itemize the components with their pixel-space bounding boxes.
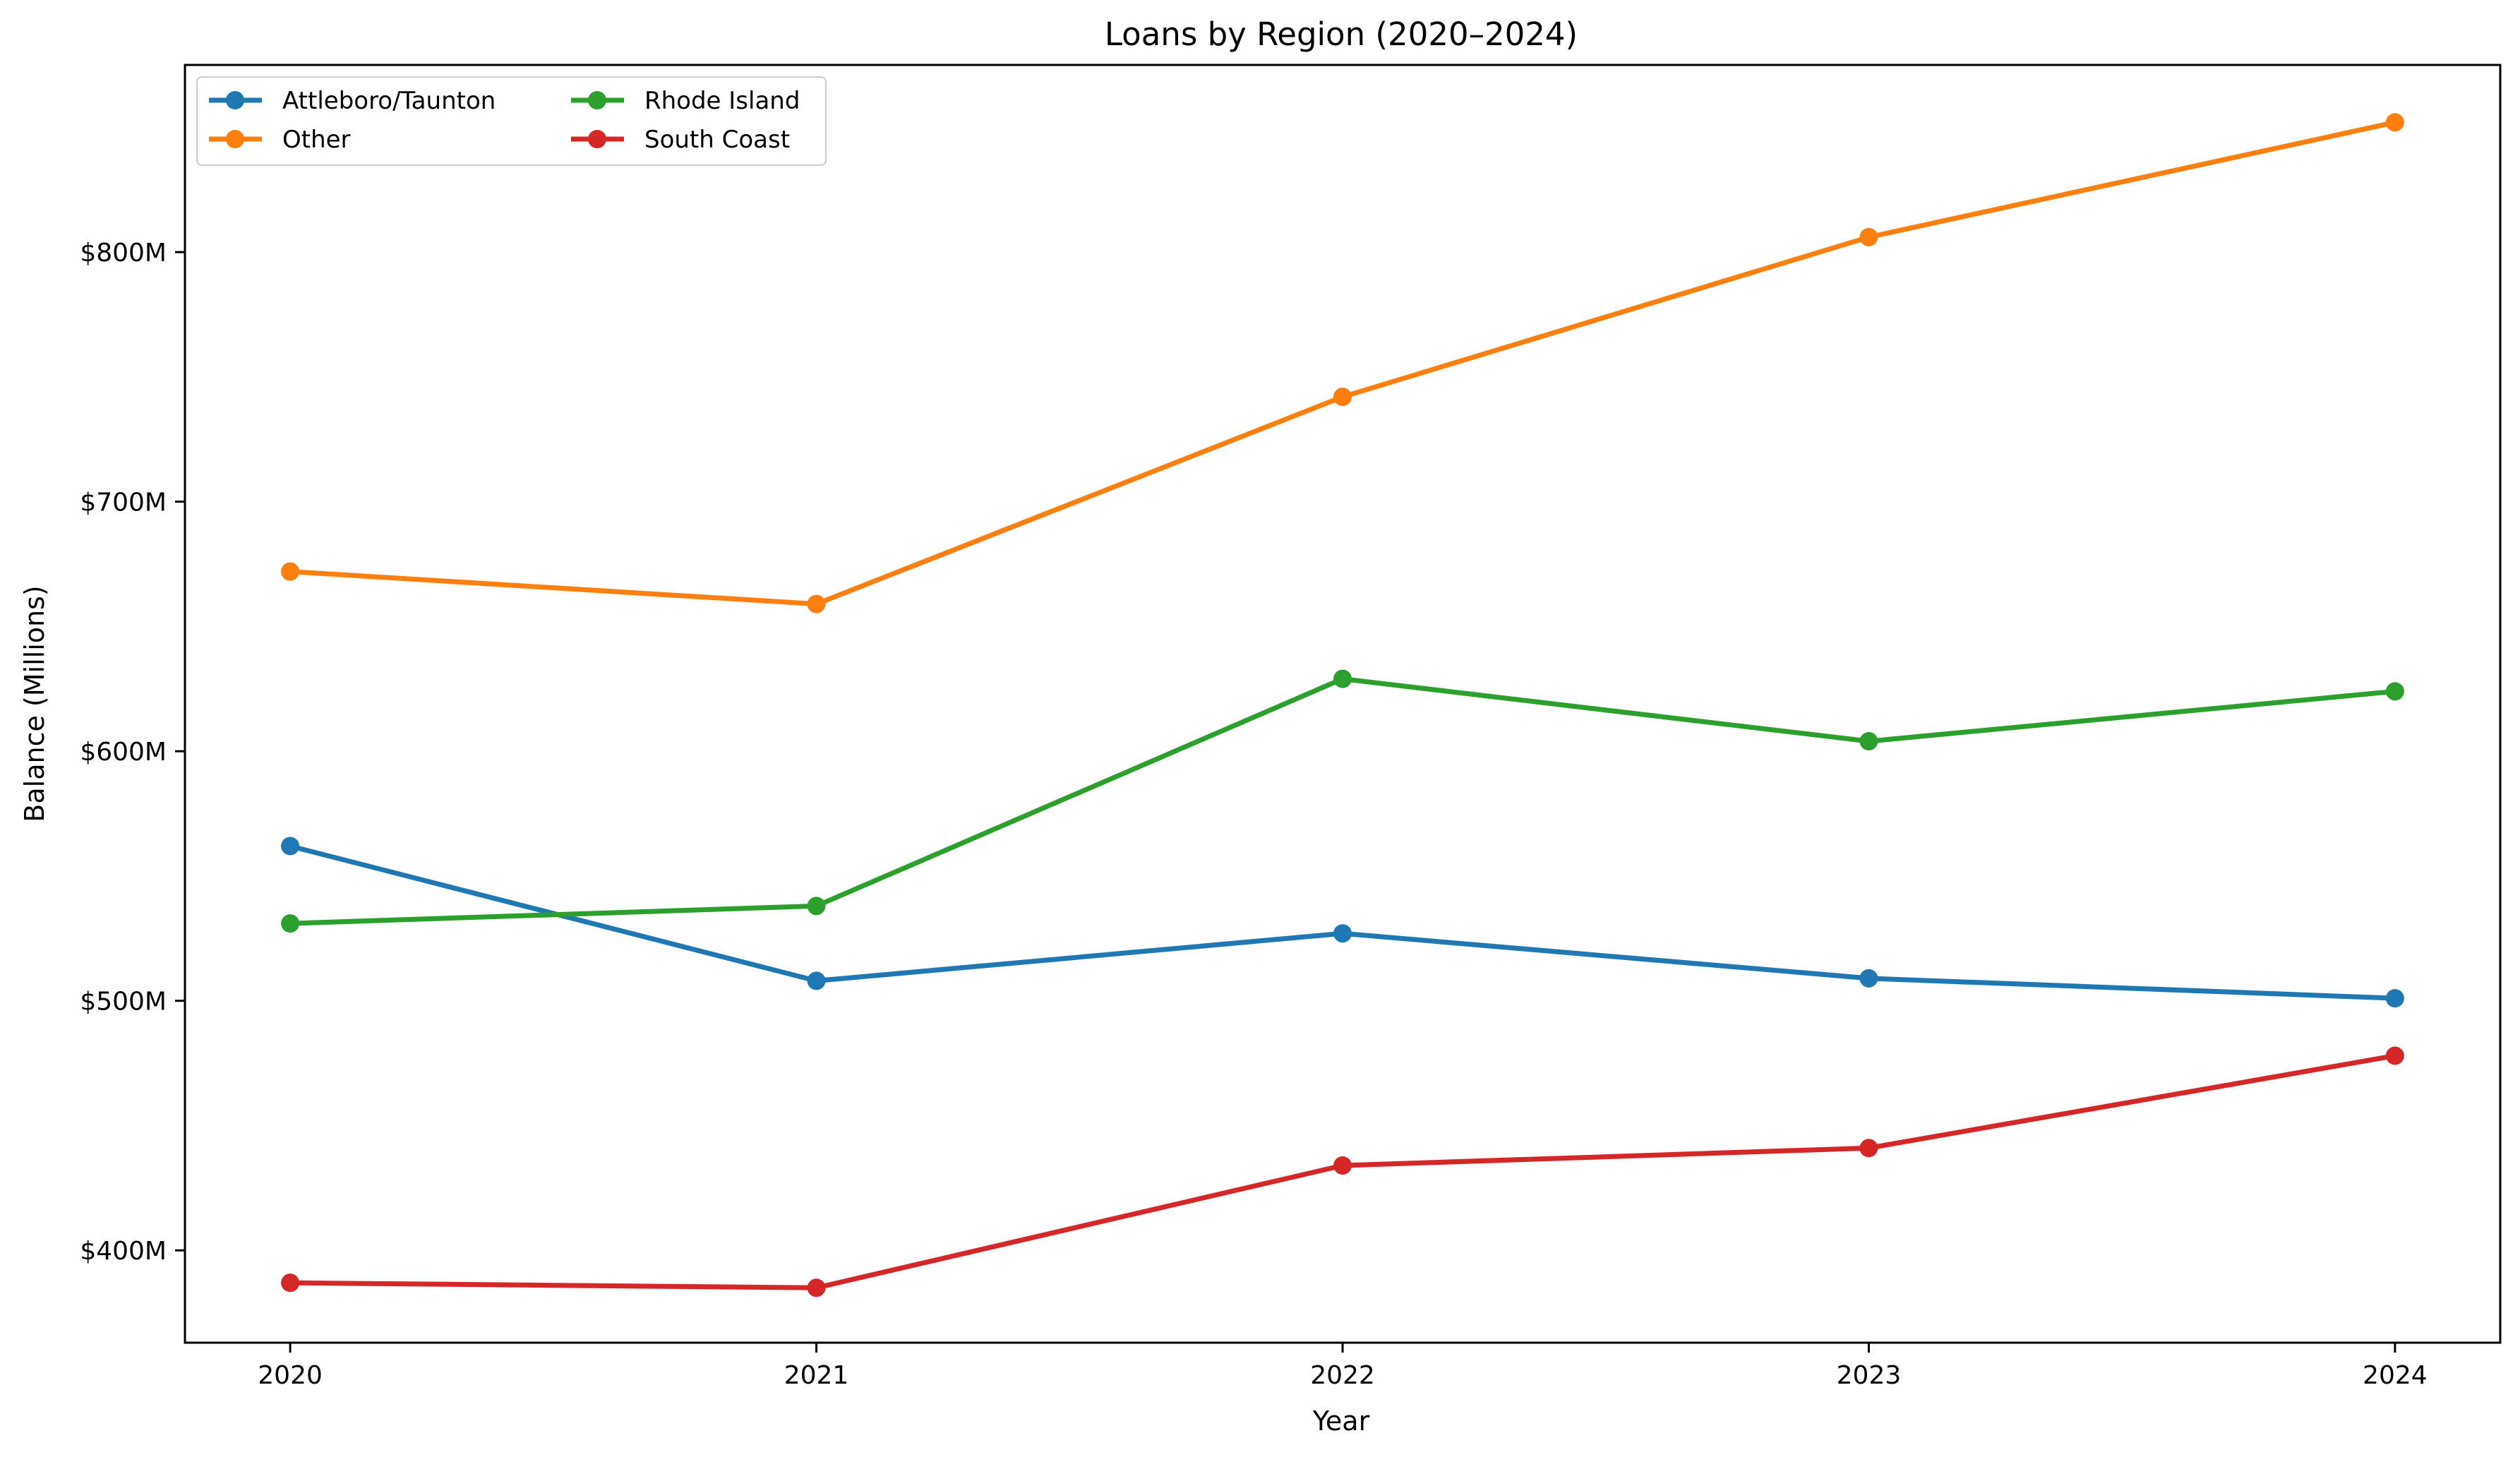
data-point-other bbox=[1859, 227, 1878, 246]
y-tick-label: $400M bbox=[80, 1237, 167, 1266]
legend-swatch-marker bbox=[226, 130, 244, 148]
x-axis: 2020 2021 2022 2023 2024 bbox=[258, 1343, 2428, 1390]
legend-item: Other bbox=[209, 126, 351, 154]
data-point-other bbox=[2385, 113, 2404, 132]
data-point-attleboro-taunton bbox=[281, 837, 300, 856]
data-point-rhode-island bbox=[2385, 682, 2404, 701]
data-point-attleboro-taunton bbox=[1333, 924, 1352, 943]
data-point-other bbox=[1333, 388, 1352, 407]
y-axis: $400M $500M $600M $700M $800M bbox=[80, 239, 185, 1266]
legend-swatch-marker bbox=[588, 130, 606, 148]
data-point-south-coast bbox=[281, 1274, 300, 1293]
y-tick-label: $500M bbox=[80, 988, 167, 1017]
data-point-attleboro-taunton bbox=[807, 971, 826, 990]
x-tick-label: 2024 bbox=[2363, 1361, 2428, 1390]
series-attleboro-taunton bbox=[281, 837, 2404, 1008]
data-point-rhode-island bbox=[1859, 732, 1878, 751]
legend-box bbox=[196, 76, 827, 166]
legend: Attleboro/Taunton Other Rhode Island South … bbox=[196, 76, 827, 166]
x-tick-label: 2023 bbox=[1837, 1361, 1902, 1390]
data-point-attleboro-taunton bbox=[1859, 969, 1878, 988]
data-point-attleboro-taunton bbox=[2385, 989, 2404, 1008]
legend-label: Other bbox=[282, 126, 351, 154]
data-point-rhode-island bbox=[1333, 669, 1352, 688]
chart-title: Loans by Region (2020–2024) bbox=[1105, 16, 1578, 53]
legend-label: South Coast bbox=[644, 126, 790, 154]
legend-item: Attleboro/Taunton bbox=[209, 87, 496, 115]
data-point-south-coast bbox=[2385, 1046, 2404, 1065]
legend-label: Rhode Island bbox=[644, 87, 800, 115]
legend-item: South Coast bbox=[571, 126, 790, 154]
legend-swatch-marker bbox=[588, 91, 606, 109]
legend-swatch-marker bbox=[226, 91, 244, 109]
series-rhode-island bbox=[281, 669, 2404, 933]
legend-item: Rhode Island bbox=[571, 87, 800, 115]
data-point-south-coast bbox=[807, 1278, 826, 1298]
x-tick-label: 2022 bbox=[1310, 1361, 1375, 1390]
series-layer bbox=[281, 113, 2404, 1298]
data-point-rhode-island bbox=[281, 914, 300, 933]
data-point-other bbox=[807, 594, 826, 613]
legend-label: Attleboro/Taunton bbox=[282, 87, 496, 115]
y-tick-label: $700M bbox=[80, 489, 167, 517]
data-point-south-coast bbox=[1859, 1139, 1878, 1158]
plot-frame bbox=[184, 64, 2502, 1344]
x-axis-label: Year bbox=[1312, 1406, 1370, 1437]
data-point-rhode-island bbox=[807, 897, 826, 916]
data-point-south-coast bbox=[1333, 1156, 1352, 1175]
y-tick-label: $800M bbox=[80, 239, 167, 268]
y-tick-label: $600M bbox=[80, 738, 167, 767]
series-other bbox=[281, 113, 2404, 613]
x-tick-label: 2021 bbox=[784, 1361, 849, 1390]
y-axis-label: Balance (Millions) bbox=[19, 585, 50, 822]
series-south-coast bbox=[281, 1046, 2404, 1298]
x-tick-label: 2020 bbox=[258, 1361, 323, 1390]
data-point-other bbox=[281, 562, 300, 581]
